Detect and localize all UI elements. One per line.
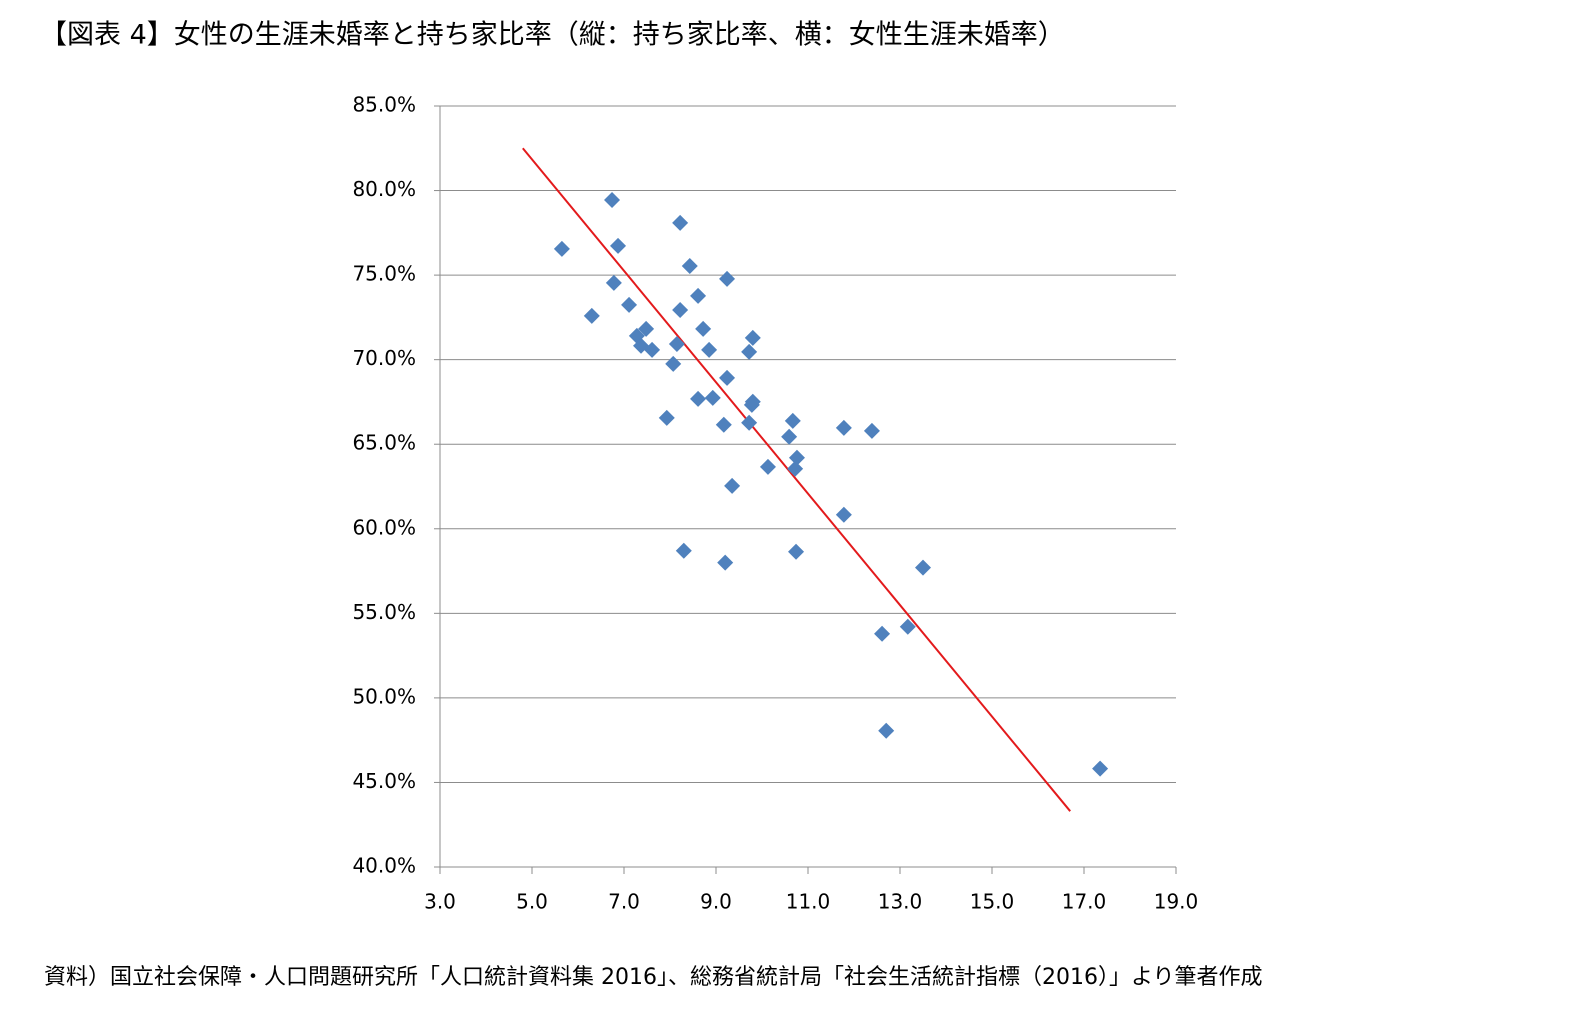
point (759, 458, 776, 475)
point (583, 307, 600, 324)
x-tick-label: 5.0 (516, 890, 548, 914)
point (741, 343, 758, 360)
point (638, 320, 655, 337)
point (715, 416, 732, 433)
point (690, 390, 707, 407)
point (915, 559, 931, 576)
y-tick-label: 45.0% (352, 769, 416, 793)
point (605, 274, 622, 291)
x-tick-label: 17.0 (1062, 890, 1107, 914)
point (1092, 760, 1109, 777)
chart-title: 【図表 4】女性の生涯未婚率と持ち家比率（縦：持ち家比率、横：女性生涯未婚率） (40, 20, 1065, 51)
point (835, 419, 852, 436)
point (644, 341, 661, 358)
point (741, 414, 758, 431)
point (672, 301, 689, 318)
point (863, 422, 880, 439)
point (681, 257, 698, 274)
y-tick-label: 40.0% (352, 854, 416, 878)
y-tick-label: 85.0% (352, 93, 416, 117)
x-tick-label: 11.0 (786, 890, 831, 914)
point (719, 270, 736, 287)
point (784, 412, 801, 429)
point (695, 320, 712, 337)
point (744, 393, 761, 410)
point (704, 389, 721, 406)
point (658, 409, 675, 426)
point (610, 237, 627, 254)
x-tick-label: 3.0 (424, 890, 456, 914)
point (724, 477, 741, 494)
y-tick-label: 60.0% (352, 515, 416, 539)
point (604, 192, 621, 209)
point (874, 625, 891, 642)
point (665, 355, 682, 372)
point (788, 543, 805, 560)
x-tick-label: 13.0 (878, 890, 923, 914)
point (668, 335, 685, 352)
point (553, 240, 570, 257)
point (744, 329, 761, 346)
point (787, 460, 804, 477)
trendline (522, 147, 1071, 812)
point (719, 369, 736, 386)
x-tick-label: 9.0 (700, 890, 732, 914)
y-tick-label: 70.0% (352, 346, 416, 370)
point (672, 214, 689, 231)
y-tick-label: 55.0% (352, 600, 416, 624)
point (701, 341, 718, 358)
y-tick-label: 75.0% (352, 262, 416, 286)
point (788, 449, 805, 466)
source-note: 資料）国立社会保障・人口問題研究所「人口統計資料集 2016」、総務省統計局「社… (44, 965, 1263, 990)
point (835, 506, 852, 523)
x-tick-label: 7.0 (608, 890, 640, 914)
point (717, 554, 734, 571)
point (621, 296, 638, 313)
point (899, 618, 916, 635)
y-tick-label: 80.0% (352, 177, 416, 201)
y-tick-label: 65.0% (352, 431, 416, 455)
point (878, 722, 895, 739)
point (781, 428, 798, 445)
point (690, 287, 707, 304)
x-tick-label: 19.0 (1154, 890, 1199, 914)
y-tick-label: 50.0% (352, 684, 416, 708)
point (675, 542, 692, 559)
x-tick-label: 15.0 (970, 890, 1015, 914)
